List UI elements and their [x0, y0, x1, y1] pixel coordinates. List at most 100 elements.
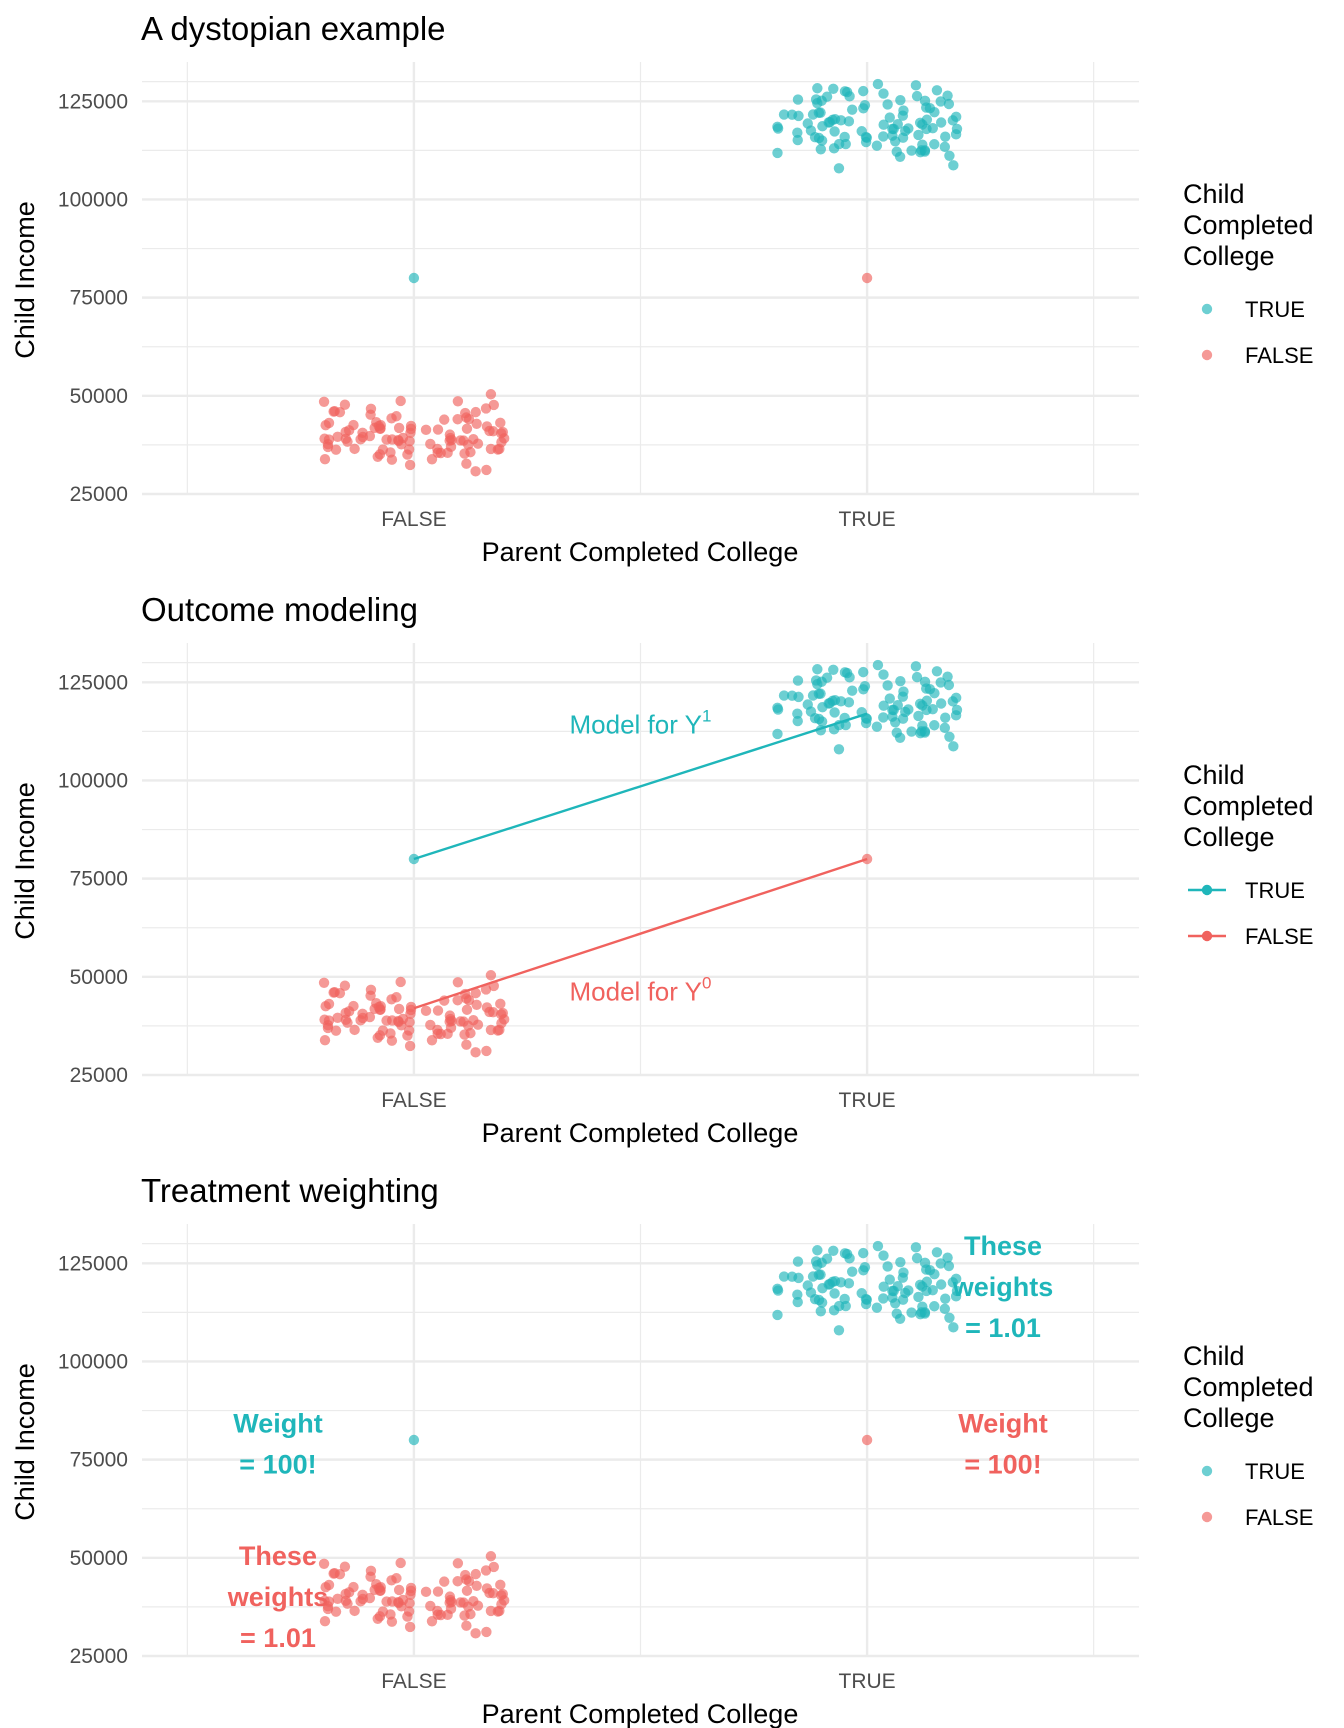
data-point	[887, 1285, 898, 1297]
y-tick-label: 100000	[58, 1350, 128, 1373]
data-point	[778, 109, 790, 120]
series-true	[408, 659, 963, 865]
data-point	[792, 708, 803, 719]
data-point	[395, 1557, 406, 1569]
data-point	[878, 700, 889, 711]
data-point	[403, 1606, 415, 1617]
y-tick-label: 75000	[70, 1449, 128, 1472]
series-true	[408, 78, 963, 284]
data-point	[468, 433, 479, 445]
data-point	[322, 439, 334, 450]
data-point	[942, 1252, 953, 1263]
panel-1: A dystopian example 25000 50000 75000 100000…	[10, 10, 1314, 567]
data-point	[942, 671, 953, 682]
data-point	[318, 977, 330, 988]
data-point	[911, 1252, 923, 1264]
data-point	[878, 669, 889, 680]
data-point	[377, 1025, 389, 1036]
data-point	[792, 1289, 803, 1300]
data-point	[461, 1004, 473, 1015]
data-point	[887, 704, 898, 716]
data-point	[495, 1579, 506, 1591]
data-point	[452, 1558, 464, 1569]
data-point	[931, 1247, 943, 1258]
data-point	[833, 719, 845, 731]
data-point	[939, 1303, 951, 1315]
data-point	[919, 1308, 931, 1319]
data-point	[950, 111, 962, 123]
y-tick-label: 75000	[70, 287, 128, 310]
data-point	[861, 713, 873, 724]
data-point	[813, 132, 825, 144]
legend-label: FALSE	[1245, 924, 1313, 949]
data-point	[859, 1261, 871, 1273]
data-point	[861, 132, 873, 143]
data-point	[882, 99, 893, 110]
data-point	[939, 722, 951, 734]
y-tick-label: 50000	[70, 385, 128, 408]
data-point	[455, 435, 466, 446]
data-point	[812, 83, 823, 94]
legend-title: Completed	[1183, 210, 1314, 240]
annotation-false: These weights = 1.01	[227, 1541, 329, 1653]
data-point	[792, 715, 803, 727]
data-point	[405, 1589, 416, 1601]
data-point	[861, 1294, 873, 1305]
data-point	[872, 1240, 884, 1252]
series-false	[318, 1434, 873, 1639]
data-point	[929, 720, 940, 731]
data-point	[480, 1565, 492, 1576]
y-tick-label: 50000	[70, 966, 128, 989]
data-point	[488, 980, 500, 992]
data-point	[894, 732, 906, 744]
data-point	[884, 693, 895, 704]
data-point	[833, 744, 845, 755]
legend-label: TRUE	[1245, 878, 1305, 903]
data-point	[332, 431, 343, 443]
data-point	[432, 1005, 444, 1016]
data-point	[381, 1596, 392, 1607]
data-point	[829, 1275, 841, 1287]
panel-2: Outcome modeling 25000 50000 75000 100000 125…	[10, 591, 1314, 1148]
data-point	[386, 994, 397, 1005]
data-point	[829, 694, 841, 706]
data-point	[839, 712, 850, 724]
data-point	[329, 406, 340, 417]
data-point	[921, 1264, 932, 1275]
chart-title: Outcome modeling	[141, 591, 418, 628]
data-point	[480, 403, 492, 414]
data-point	[349, 1605, 360, 1617]
data-point	[348, 1581, 359, 1593]
data-point	[349, 443, 360, 455]
panel-3: Treatment weighting 25000 50000 75000 100000…	[10, 1172, 1314, 1728]
data-point	[861, 853, 873, 865]
data-point	[322, 1020, 334, 1031]
legend-title: College	[1183, 241, 1275, 271]
data-point	[386, 413, 397, 424]
data-point	[446, 434, 457, 446]
data-point	[461, 1620, 472, 1631]
data-point	[364, 1592, 376, 1604]
y-tick-label: 25000	[70, 1645, 128, 1668]
data-point	[927, 122, 938, 134]
data-point	[329, 987, 340, 998]
data-point	[944, 731, 955, 743]
data-point	[843, 116, 855, 127]
data-point	[813, 1294, 825, 1306]
data-point	[897, 691, 909, 702]
y-tick-label: 25000	[70, 1064, 128, 1087]
data-point	[940, 712, 951, 723]
x-tick-label: TRUE	[839, 1089, 896, 1112]
data-point	[492, 444, 504, 455]
x-tick-label: FALSE	[381, 1670, 446, 1693]
data-point	[927, 703, 938, 715]
data-point	[340, 1588, 351, 1600]
data-point	[772, 728, 783, 740]
data-point	[481, 1045, 492, 1057]
data-point	[772, 123, 784, 134]
legend-item-true: TRUE	[1188, 878, 1305, 903]
data-point	[911, 90, 923, 102]
